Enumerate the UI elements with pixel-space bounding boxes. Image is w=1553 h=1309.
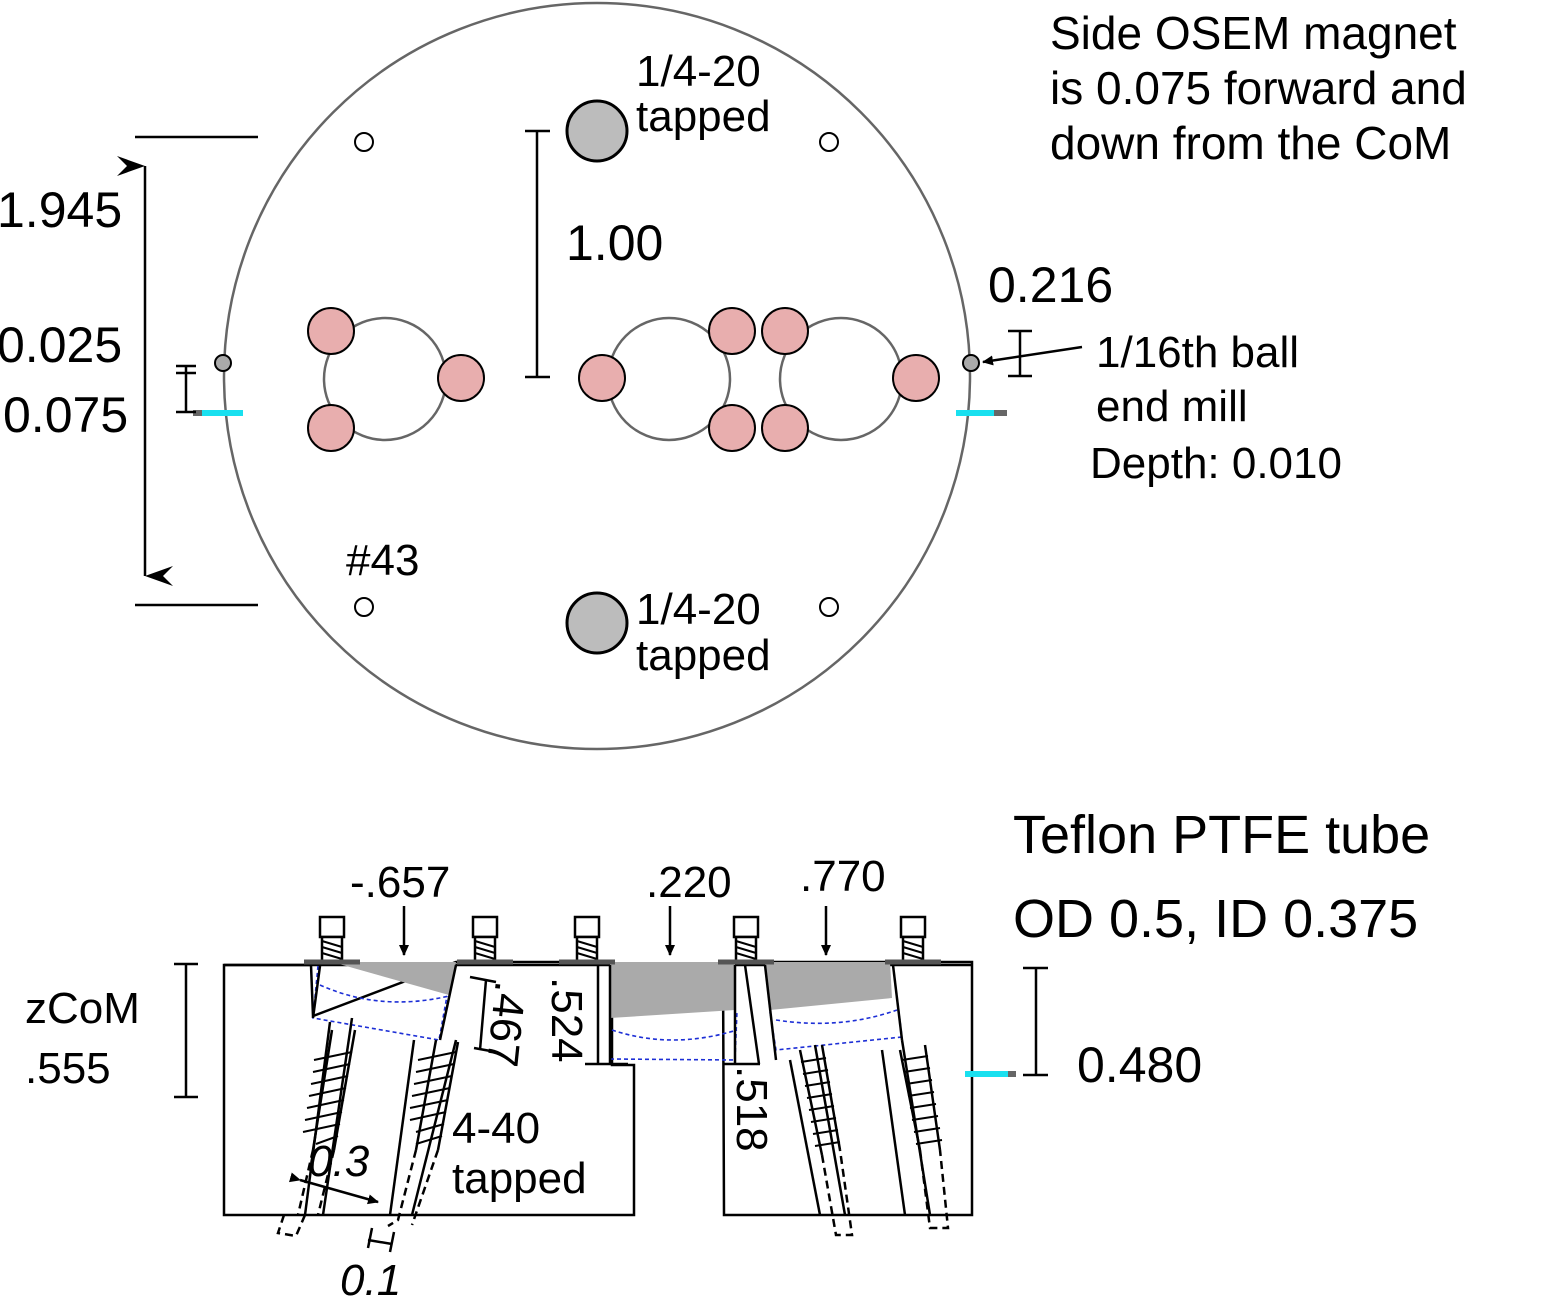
label-1945: 1.945 — [0, 182, 122, 238]
magnet-group-right — [761, 307, 940, 452]
dim-03: 0.3 — [308, 1137, 370, 1186]
tap-440-line2: tapped — [452, 1154, 587, 1203]
side-view: Teflon PTFE tube OD 0.5, ID 0.375 — [25, 805, 1430, 1305]
dim-01: 0.1 — [340, 1256, 401, 1305]
zcom-value: .555 — [25, 1044, 111, 1093]
magnet — [761, 404, 809, 452]
magnet — [892, 354, 940, 402]
dimension-03 — [289, 1172, 379, 1205]
tapped-hole-bottom — [565, 591, 629, 655]
magnet-group-left — [307, 307, 485, 452]
magnet — [437, 354, 485, 402]
label-0075: 0.075 — [3, 387, 128, 443]
magnet — [578, 354, 626, 402]
note-line1: Side OSEM magnet — [1050, 7, 1457, 59]
label-0216: 0.216 — [988, 257, 1113, 313]
tap-bottom-line2: tapped — [636, 631, 771, 680]
magnet — [307, 307, 355, 355]
label-100: 1.00 — [566, 215, 663, 271]
magnet — [761, 307, 809, 355]
ball-pin-left — [214, 354, 232, 372]
pos-left: -.657 — [350, 858, 450, 907]
side-title-line2: OD 0.5, ID 0.375 — [1013, 889, 1418, 949]
plate-outline — [222, 1, 972, 751]
wedge-middle — [610, 962, 735, 1018]
magnet-group-middle — [578, 307, 756, 452]
dim-524: .524 — [542, 977, 591, 1063]
zcom-label: zCoM — [25, 984, 140, 1033]
ball-pin-right — [962, 354, 980, 372]
wedge-left — [332, 962, 456, 995]
wedge-right — [765, 962, 892, 1010]
hole-top-left — [354, 132, 374, 152]
tap-top-line2: tapped — [636, 92, 771, 141]
tap-bottom-line1: 1/4-20 — [636, 585, 761, 634]
dim-height: 0.480 — [1077, 1037, 1202, 1093]
magnet — [708, 307, 756, 355]
label-0025: 0.025 — [0, 317, 122, 373]
hole-label: #43 — [346, 536, 419, 585]
dim-518: .518 — [727, 1066, 776, 1152]
ball-end-mill-leader — [982, 345, 1083, 366]
pos-mid: .220 — [646, 858, 732, 907]
magnet — [307, 404, 355, 452]
tapped-hole-top — [565, 99, 629, 163]
hole-bottom-left — [354, 597, 374, 617]
top-view: 1.945 0.025 0.075 1.00 0.216 1/4-20 tapp… — [0, 1, 1467, 751]
hole-bottom-right — [819, 597, 839, 617]
ball-line2: end mill — [1096, 382, 1248, 431]
hole-top-right — [819, 132, 839, 152]
pos-right: .770 — [800, 852, 886, 901]
dim-467: .467 — [477, 979, 535, 1069]
ball-line3: Depth: 0.010 — [1090, 439, 1342, 488]
ball-line1: 1/16th ball — [1096, 328, 1299, 377]
tap-top-line1: 1/4-20 — [636, 47, 761, 96]
tap-440-line1: 4-40 — [452, 1104, 540, 1153]
side-title-line1: Teflon PTFE tube — [1013, 805, 1430, 865]
screws — [304, 915, 941, 965]
note-line2: is 0.075 forward and — [1050, 62, 1467, 114]
magnet — [708, 404, 756, 452]
note-line3: down from the CoM — [1050, 117, 1451, 169]
